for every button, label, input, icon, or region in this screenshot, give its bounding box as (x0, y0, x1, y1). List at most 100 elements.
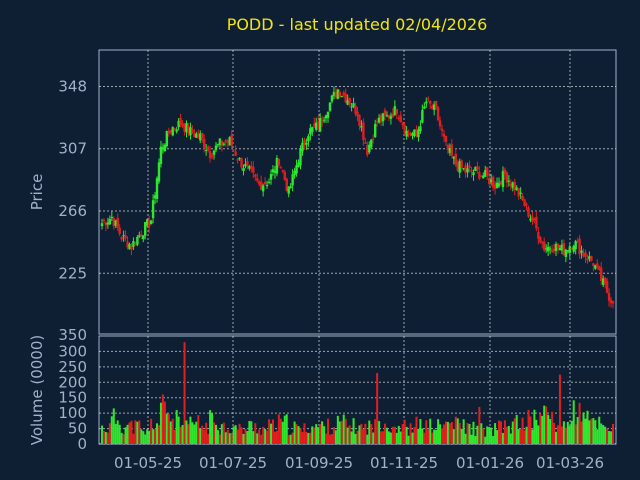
candle-body (187, 126, 190, 134)
candle-body (147, 219, 151, 228)
candle-body (346, 100, 349, 105)
candle-body (318, 117, 322, 132)
candle-body (252, 166, 255, 173)
volume-bar (346, 427, 349, 444)
volume-bar (452, 429, 455, 444)
price-tick-label: 225 (58, 264, 87, 282)
volume-bar (610, 431, 613, 444)
candle-body (568, 246, 571, 253)
volume-bar (364, 423, 367, 444)
candle-body (491, 176, 495, 188)
volume-bar (171, 418, 174, 444)
volume-bar (539, 414, 542, 444)
candle-body (401, 123, 404, 126)
volume-bar (401, 424, 404, 444)
volume-bar (220, 424, 223, 444)
candle-body (448, 147, 452, 153)
volume-bar (157, 425, 160, 444)
candle-body (609, 299, 613, 304)
volume-bar (484, 436, 487, 444)
candle-body (395, 108, 399, 115)
candle-body (509, 183, 513, 186)
candle-body (326, 112, 330, 118)
candle-body (291, 174, 294, 186)
volume-bar (558, 374, 561, 444)
volume-tick-label: 300 (58, 342, 87, 360)
candle-body (429, 100, 432, 104)
candle-body (181, 122, 184, 127)
volume-bar (376, 373, 379, 444)
volume-bar (106, 432, 109, 444)
candle-body (527, 207, 530, 217)
volume-bar (110, 416, 113, 444)
candle-body (592, 263, 595, 266)
candle-body (202, 138, 206, 148)
volume-bar (330, 434, 333, 444)
candle-body (413, 129, 416, 137)
volume-bar (102, 430, 105, 444)
volume-bar (297, 426, 300, 444)
volume-bar (499, 421, 502, 444)
candle-body (242, 167, 245, 172)
candle-body (328, 102, 332, 111)
volume-tick-label: 150 (58, 389, 87, 407)
candle-body (352, 103, 355, 108)
volume-bar (541, 415, 544, 444)
volume-bar (439, 424, 442, 444)
volume-bar (338, 421, 341, 444)
candle-body (501, 171, 505, 188)
price-frame (98, 49, 617, 335)
candle-body (611, 300, 615, 304)
volume-bar (313, 427, 316, 444)
candle-body (533, 218, 536, 220)
volume-bar (271, 419, 274, 444)
candle-body (120, 237, 123, 240)
volume-bar (393, 426, 396, 444)
x-tick-label: 01-01-26 (456, 454, 524, 472)
candle-body (576, 240, 579, 242)
volume-bar (425, 420, 428, 444)
candle-body (368, 144, 371, 153)
candle-body (517, 188, 520, 197)
volume-bar (146, 429, 149, 444)
candle-body (185, 123, 188, 133)
candle-body (574, 241, 577, 250)
candle-body (169, 130, 172, 133)
price-tick-label: 266 (58, 202, 87, 220)
volume-bar (183, 342, 186, 444)
candle-body (476, 166, 479, 170)
volume-bar (340, 420, 343, 444)
volume-bar (511, 421, 514, 444)
candle-body (582, 252, 585, 257)
candle-body (550, 250, 554, 252)
candle-body (360, 125, 363, 128)
volume-bar (156, 423, 159, 444)
volume-bar (352, 418, 355, 444)
volume-bar (417, 428, 420, 444)
volume-bar (252, 431, 255, 444)
candle-body (513, 182, 516, 190)
volume-bar (224, 432, 227, 444)
candle-body (601, 278, 605, 285)
candle-body (362, 122, 365, 141)
volume-bar (464, 433, 467, 444)
volume-bar (602, 425, 605, 444)
candle-body (134, 244, 137, 246)
volume-bar (299, 428, 302, 444)
candle-body (313, 123, 316, 127)
chart-title: PODD - last updated 02/04/2026 (227, 15, 488, 34)
candle-body (195, 133, 198, 138)
candle-body (269, 174, 273, 180)
volume-bar (527, 409, 530, 444)
candle-body (462, 168, 465, 170)
candle-body (142, 235, 145, 240)
volume-bar (144, 434, 147, 444)
volume-bar (419, 419, 422, 444)
candle-body (389, 115, 393, 119)
volume-bar (159, 402, 162, 444)
x-tick-label: 01-09-25 (285, 454, 353, 472)
volume-bar (529, 416, 532, 444)
candle-body (452, 156, 456, 159)
volume-bar (244, 429, 247, 444)
candle-body (261, 185, 265, 192)
